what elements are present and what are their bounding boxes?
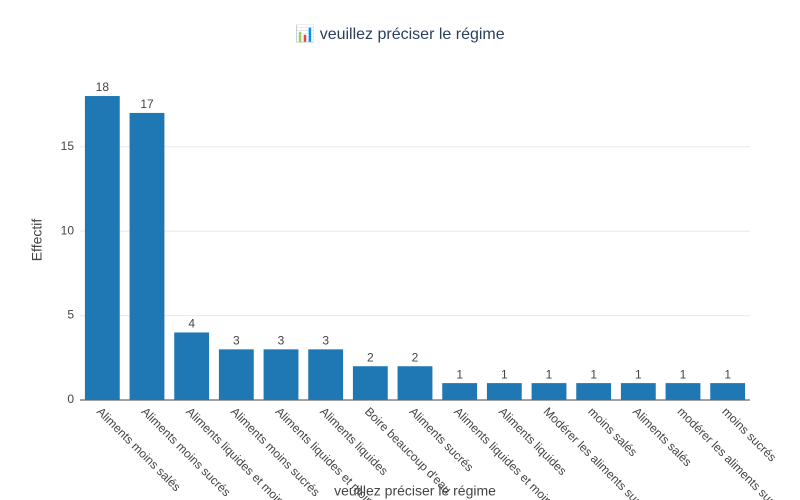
x-tick-label: Aliments moins salés (94, 404, 184, 494)
value-label: 1 (546, 367, 553, 381)
bar (174, 332, 210, 400)
value-label: 3 (233, 334, 240, 348)
value-label: 18 (96, 80, 110, 94)
value-label: 17 (140, 97, 154, 111)
value-label: 3 (278, 334, 285, 348)
bar (486, 383, 522, 400)
value-label: 2 (367, 350, 374, 364)
chart-title: 📊 veuillez préciser le régime (295, 24, 504, 43)
bar (665, 383, 701, 400)
value-label: 1 (724, 367, 731, 381)
bar (308, 349, 344, 400)
y-axis-title: Effectif (29, 219, 45, 262)
value-label: 1 (590, 367, 597, 381)
value-label: 3 (322, 334, 329, 348)
y-tick-label: 0 (67, 392, 74, 406)
bar (263, 349, 299, 400)
bar (576, 383, 612, 400)
bar (129, 112, 165, 400)
value-label: 1 (456, 367, 463, 381)
value-label: 2 (412, 350, 419, 364)
value-label: 1 (680, 367, 687, 381)
bar (352, 366, 388, 400)
bar (84, 96, 120, 401)
x-axis-title: veuillez préciser le régime (334, 483, 496, 499)
bar (531, 383, 567, 400)
bar (620, 383, 656, 400)
y-tick-label: 10 (61, 223, 75, 237)
value-label: 1 (635, 367, 642, 381)
y-tick-label: 5 (67, 308, 74, 322)
x-tick-label: Aliments moins sucrés (139, 404, 234, 499)
x-tick-label: Aliments moins sucrés (228, 404, 323, 499)
bar (710, 383, 746, 400)
bar (397, 366, 433, 400)
value-label: 4 (188, 317, 195, 331)
bar (442, 383, 478, 400)
bar (218, 349, 254, 400)
y-tick-label: 15 (61, 139, 75, 153)
value-label: 1 (501, 367, 508, 381)
